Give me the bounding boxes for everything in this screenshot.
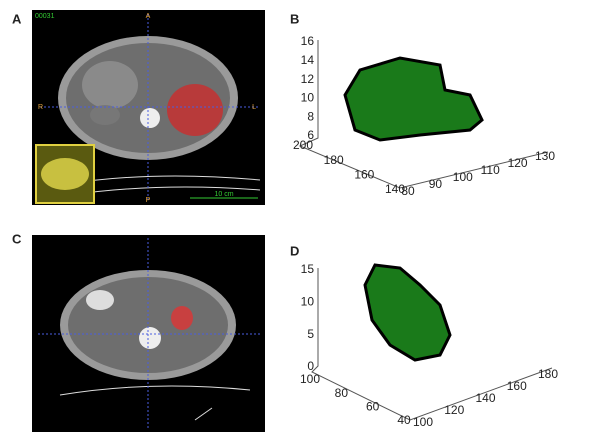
tick-label: 10 — [301, 91, 315, 105]
tick-label: 120 — [508, 156, 528, 170]
tick-label: 90 — [429, 177, 443, 191]
tick-label: 120 — [444, 403, 464, 417]
tick-label: 16 — [301, 34, 315, 48]
tick-label: 40 — [397, 413, 411, 427]
tick-label: 160 — [507, 379, 527, 393]
tick-label: 100 — [453, 170, 473, 184]
tick-label: 140 — [475, 391, 495, 405]
tick-label: 80 — [401, 184, 415, 198]
3d-volume-b — [343, 56, 484, 142]
tick-label: 130 — [535, 149, 555, 163]
ct-id: 00031 — [35, 13, 55, 20]
tick-label: 110 — [481, 163, 500, 177]
tick-label: 8 — [307, 109, 314, 123]
ct-orient: P — [146, 197, 151, 204]
panel-label: C — [12, 231, 22, 246]
panel-label: A — [12, 11, 22, 26]
ct-scale: 10 cm — [214, 191, 233, 198]
tick-label: 12 — [301, 72, 315, 86]
ct-orient: L — [252, 104, 256, 111]
ct-orient: R — [38, 104, 43, 111]
tick-label: 15 — [301, 262, 315, 276]
tick-label: 200 — [293, 138, 313, 152]
3d-volume-d — [363, 263, 452, 362]
tick-label: 0 — [307, 359, 314, 373]
tick-label: 10 — [301, 295, 315, 309]
ct-image-a — [32, 10, 265, 205]
ct-orient: A — [146, 13, 151, 20]
tick-label: 100 — [413, 415, 433, 429]
axes — [298, 40, 553, 421]
panel-label: B — [290, 11, 299, 26]
tick-label: 6 — [307, 128, 314, 142]
tick-label: 160 — [354, 168, 374, 182]
tick-label: 14 — [301, 53, 315, 67]
tick-label: 140 — [385, 182, 405, 196]
tick-label: 180 — [538, 367, 558, 381]
ct-image-c — [32, 235, 265, 432]
tick-label: 100 — [300, 372, 320, 386]
tick-label: 180 — [324, 153, 344, 167]
tick-label: 80 — [335, 386, 349, 400]
tick-label: 60 — [366, 400, 380, 414]
tick-label: 5 — [307, 327, 314, 341]
panel-label: D — [290, 243, 299, 258]
